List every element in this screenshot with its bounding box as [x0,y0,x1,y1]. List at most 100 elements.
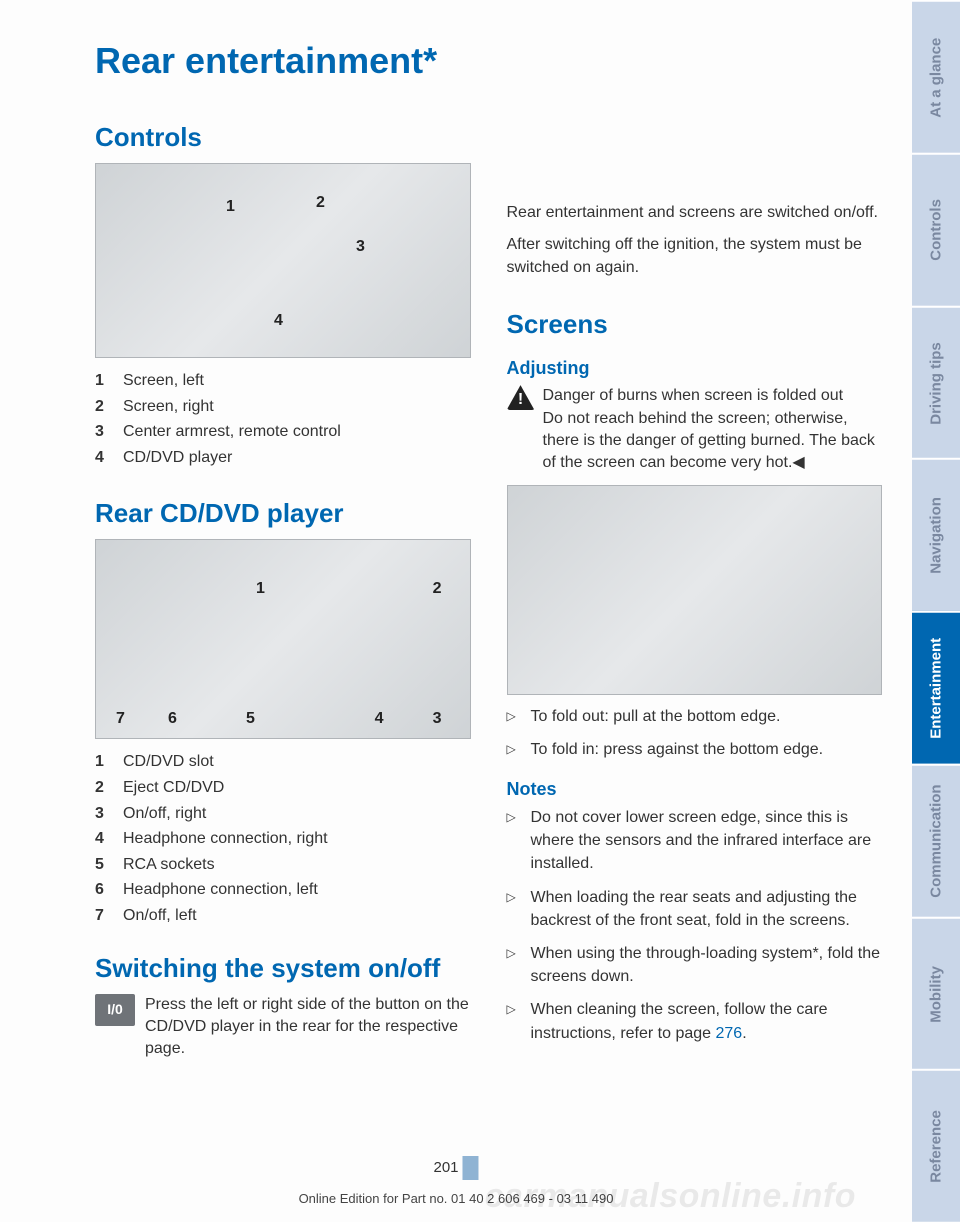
callout-3: 3 [356,238,365,256]
tab-navigation[interactable]: Navigation [912,458,960,611]
screens-heading: Screens [507,309,883,340]
item-number: 2 [95,775,109,801]
page-number: 201 [433,1159,458,1176]
tab-mobility[interactable]: Mobility [912,917,960,1070]
dvd-heading: Rear CD/DVD player [95,498,471,529]
item-number: 6 [95,877,109,903]
triangle-icon: ▷ [507,705,521,728]
list-item: ▷ Do not cover lower screen edge, since t… [507,806,883,876]
item-label: CD/DVD slot [123,749,214,775]
item-label: Headphone connection, right [123,826,328,852]
tab-controls[interactable]: Controls [912,153,960,306]
warning-rest: Do not reach behind the screen; otherwis… [543,408,883,475]
list-item: ▷ To fold out: pull at the bottom edge. [507,705,883,728]
item-number: 3 [95,801,109,827]
tab-communication[interactable]: Communication [912,764,960,917]
triangle-icon: ▷ [507,998,521,1021]
bullet-text: To fold out: pull at the bottom edge. [531,705,781,728]
item-label: Screen, right [123,394,214,420]
callout-d3: 3 [433,710,442,728]
switching-heading: Switching the system on/off [95,953,471,984]
callout-d4: 4 [375,710,384,728]
tab-entertainment[interactable]: Entertainment [912,611,960,764]
watermark: carmanualsonline.info [485,1177,856,1216]
callout-4: 4 [274,312,283,330]
page-root: Rear entertainment* Controls 1 2 3 4 1 Sc… [0,0,960,1222]
item-label: Screen, left [123,368,204,394]
bullet-text: To fold in: press against the bottom edg… [531,738,824,761]
item-number: 1 [95,749,109,775]
list-item: ▷ To fold in: press against the bottom ed… [507,738,883,761]
list-item: 1 Screen, left [95,368,471,394]
controls-image: 1 2 3 4 [95,163,471,358]
item-label: RCA sockets [123,852,215,878]
warning-text: Danger of burns when screen is folded ou… [543,385,883,475]
list-item: 4 Headphone connection, right [95,826,471,852]
item-label: Eject CD/DVD [123,775,224,801]
warning-block: ! Danger of burns when screen is folded … [507,385,883,475]
left-column: Controls 1 2 3 4 1Screen, left 2Screen, … [95,110,471,1069]
list-item: 5 RCA sockets [95,852,471,878]
warning-icon: ! [507,385,535,410]
page-link-276[interactable]: 276 [715,1025,742,1042]
controls-heading: Controls [95,122,471,153]
list-item: 6 Headphone connection, left [95,877,471,903]
intro-p1: Rear entertainment and screens are switc… [507,202,883,224]
page-number-bar-icon [463,1156,479,1180]
dvd-image: 1 2 3 4 5 6 7 [95,539,471,739]
list-item: 1 CD/DVD slot [95,749,471,775]
page-number-box: 201 [433,1156,478,1180]
item-label: Center armrest, remote control [123,419,341,445]
io-text: Press the left or right side of the butt… [145,994,471,1061]
item-number: 1 [95,368,109,394]
bullet-text: When cleaning the screen, follow the car… [531,998,883,1044]
list-item: 7 On/off, left [95,903,471,929]
callout-d5: 5 [246,710,255,728]
bullet-text: When loading the rear seats and adjustin… [531,886,883,932]
list-item: ▷ When cleaning the screen, follow the c… [507,998,883,1044]
bullet-text: Do not cover lower screen edge, since th… [531,806,883,876]
adjusting-heading: Adjusting [507,358,883,379]
item-label: On/off, right [123,801,206,827]
io-icon: I/0 [95,994,135,1026]
warning-line1: Danger of burns when screen is folded ou… [543,385,883,407]
callout-d1: 1 [256,580,265,598]
list-item: 3 Center armrest, remote control [95,419,471,445]
side-tabs: At a glance Controls Driving tips Naviga… [912,0,960,1222]
notes-last-suffix: . [742,1025,746,1042]
callout-d2: 2 [433,580,442,598]
page-title: Rear entertainment* [95,40,882,82]
item-label: CD/DVD player [123,445,232,471]
tab-reference[interactable]: Reference [912,1069,960,1222]
item-number: 4 [95,826,109,852]
io-block: I/0 Press the left or right side of the … [95,994,471,1061]
list-item: 2 Eject CD/DVD [95,775,471,801]
item-number: 3 [95,419,109,445]
triangle-icon: ▷ [507,886,521,909]
triangle-icon: ▷ [507,942,521,965]
list-item: ▷When using the through-loading system*,… [507,942,883,988]
callout-2: 2 [316,194,325,212]
right-column: Rear entertainment and screens are switc… [507,110,883,1069]
item-label: On/off, left [123,903,197,929]
list-item: ▷ When loading the rear seats and adjusti… [507,886,883,932]
intro-p2: After switching off the ignition, the sy… [507,234,883,279]
list-item: 2Screen, right [95,394,471,420]
item-number: 4 [95,445,109,471]
item-number: 7 [95,903,109,929]
notes-heading: Notes [507,779,883,800]
callout-1: 1 [226,198,235,216]
tab-driving-tips[interactable]: Driving tips [912,306,960,459]
screens-image [507,485,883,695]
list-item: 4 CD/DVD player [95,445,471,471]
triangle-icon: ▷ [507,738,521,761]
notes-last-prefix: When cleaning the screen, follow the car… [531,1001,828,1041]
adjusting-bullets: ▷ To fold out: pull at the bottom edge. ▷… [507,705,883,761]
tab-at-a-glance[interactable]: At a glance [912,0,960,153]
item-label: Headphone connection, left [123,877,318,903]
callout-d6: 6 [168,710,177,728]
item-number: 5 [95,852,109,878]
list-item: 3 On/off, right [95,801,471,827]
content-area: Rear entertainment* Controls 1 2 3 4 1 Sc… [0,0,912,1222]
triangle-icon: ▷ [507,806,521,829]
